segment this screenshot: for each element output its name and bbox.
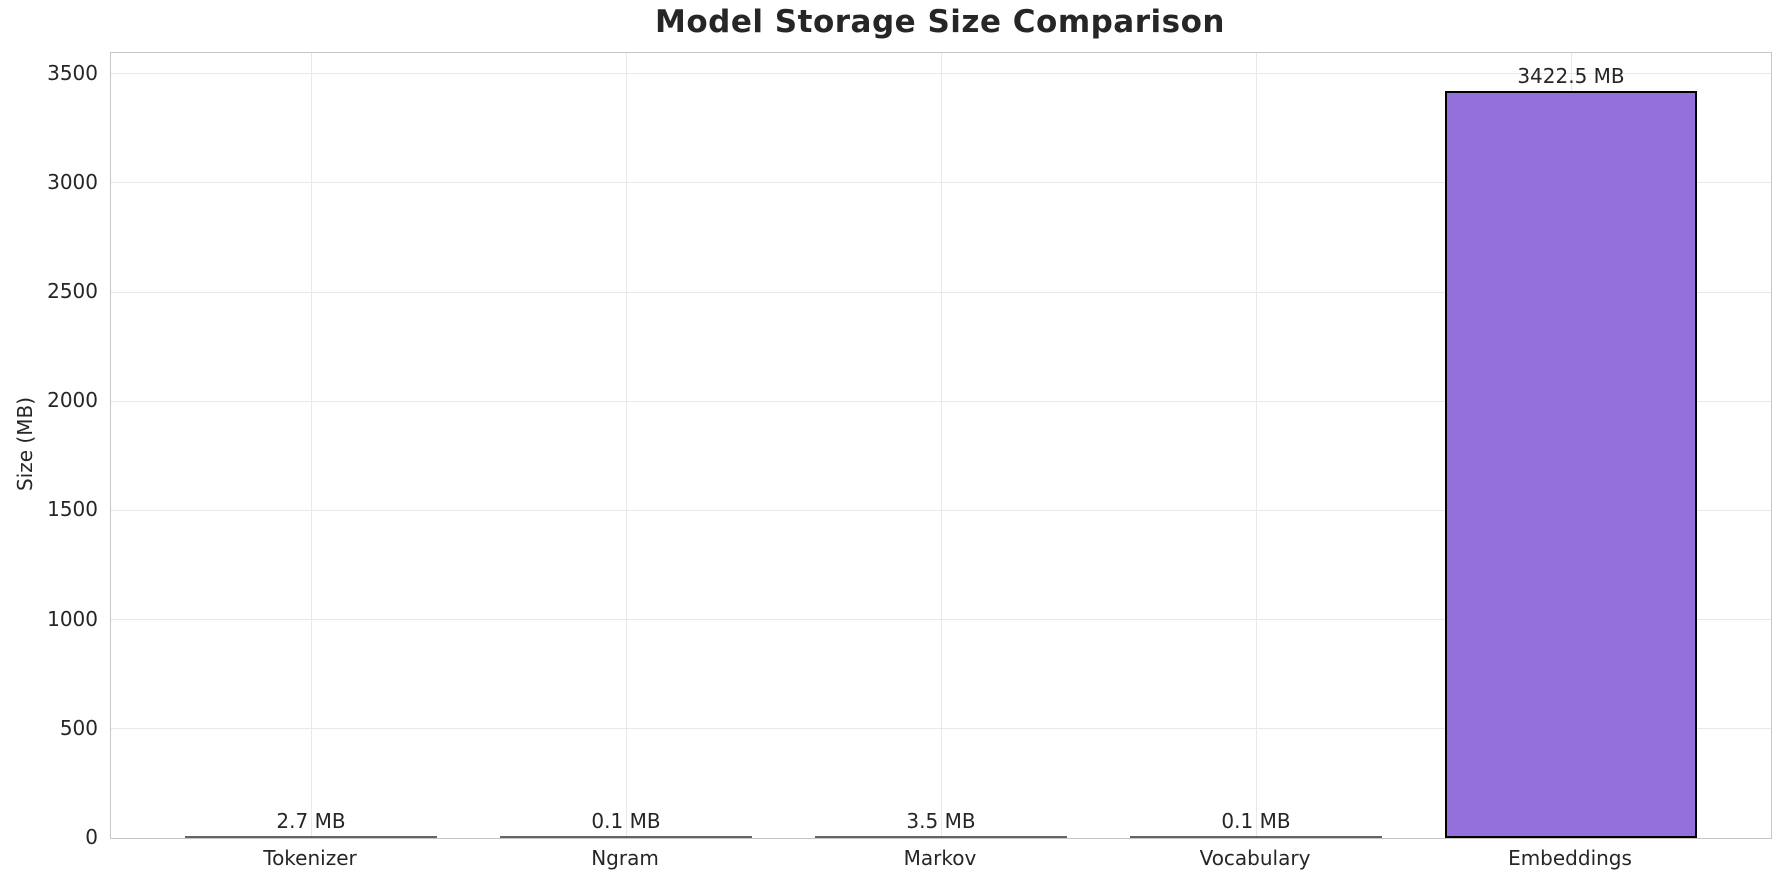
bar-ngram	[500, 836, 752, 838]
x-tick-label: Ngram	[591, 846, 659, 870]
y-tick-label: 3000	[47, 169, 98, 194]
vertical-gridline	[310, 53, 312, 838]
x-tick-label: Markov	[903, 846, 977, 870]
bar-value-label: 3.5 MB	[906, 809, 976, 833]
x-tick-label: Tokenizer	[263, 846, 357, 870]
bar-markov	[815, 836, 1067, 838]
plot-area: 2.7 MB 0.1 MB 3.5 MB 0.1 MB 3422.5 MB	[110, 52, 1772, 839]
bar-tokenizer	[185, 836, 437, 838]
bar-vocabulary	[1130, 836, 1382, 838]
bar-embeddings	[1445, 90, 1697, 838]
bar-value-label: 3422.5 MB	[1517, 63, 1625, 88]
y-tick-label: 0	[85, 825, 98, 849]
chart-title: Model Storage Size Comparison	[655, 4, 1225, 40]
vertical-gridline	[1255, 53, 1257, 838]
vertical-gridline	[625, 53, 627, 838]
bar-value-label: 0.1 MB	[1221, 809, 1291, 833]
y-tick-label: 2000	[47, 388, 98, 413]
vertical-gridline	[940, 53, 942, 838]
bar-value-label: 2.7 MB	[276, 809, 346, 833]
y-tick-label: 1500	[47, 497, 98, 522]
y-tick-label: 2500	[47, 279, 98, 304]
y-tick-label: 1000	[47, 606, 98, 631]
y-tick-label: 500	[59, 715, 98, 740]
x-tick-label: Embeddings	[1508, 846, 1632, 870]
x-tick-label: Vocabulary	[1199, 846, 1311, 870]
y-tick-label: 3500	[47, 60, 98, 85]
bar-value-label: 0.1 MB	[591, 809, 661, 833]
